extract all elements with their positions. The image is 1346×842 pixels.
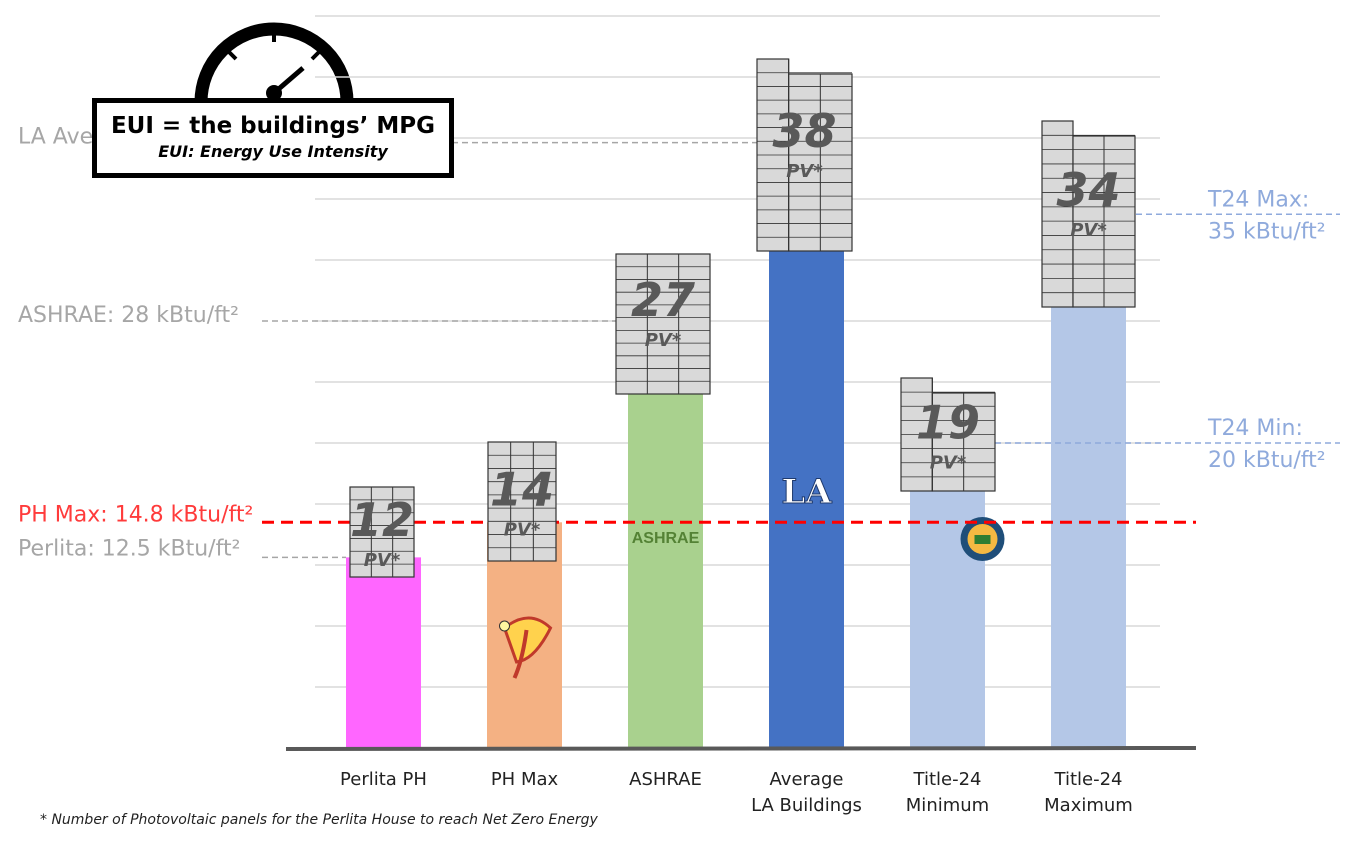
reference-lines: LA Average: 39.7 kBtu/ft²ASHRAE: 28 kBtu… <box>18 125 1340 561</box>
eui-info-title: EUI = the buildings’ MPG <box>110 113 436 139</box>
category-label: Title-24 <box>1054 769 1123 790</box>
reference-label: T24 Min: <box>1207 416 1303 441</box>
pv-panel-stack: 34 PV* <box>1041 120 1136 308</box>
pv-panel-block <box>1041 120 1074 308</box>
category-label: LA Buildings <box>751 795 862 816</box>
pv-panel-stack: 27 PV* <box>615 253 711 395</box>
bar <box>910 443 985 748</box>
pv-count-label: 27 <box>631 273 695 327</box>
reference-label: 20 kBtu/ft² <box>1208 448 1326 473</box>
category-label: Maximum <box>1044 795 1133 816</box>
category-label: Perlita PH <box>340 769 427 790</box>
category-label: Minimum <box>906 795 989 816</box>
pv-panel-stack: 12 PV* <box>349 486 415 578</box>
pv-unit-label: PV* <box>786 161 823 182</box>
pv-count-label: 19 <box>916 396 980 450</box>
reference-label: Perlita: 12.5 kBtu/ft² <box>18 536 240 561</box>
bars: ASHRAE LA <box>346 142 1126 748</box>
pv-panel-stack: 14 PV* <box>487 441 557 562</box>
pv-panel-stack: 19 PV* <box>900 377 996 492</box>
pv-unit-label: PV* <box>364 550 401 571</box>
eui-info-subtitle: EUI: Energy Use Intensity <box>158 142 388 161</box>
passive-house-logo-dot <box>499 620 510 632</box>
passive-house-logo-leaf <box>502 616 553 664</box>
category-label: Average <box>770 769 844 790</box>
pv-unit-label: PV* <box>645 330 682 351</box>
reference-label: PH Max: 14.8 kBtu/ft² <box>18 502 253 527</box>
category-label: Title-24 <box>913 769 982 790</box>
passive-house-logo <box>499 616 553 679</box>
pv-unit-label: PV* <box>930 453 967 474</box>
pv-unit-label: PV* <box>504 520 541 541</box>
reference-label: 35 kBtu/ft² <box>1208 219 1326 244</box>
energy-commission-seal <box>960 517 1005 561</box>
pv-count-label: 12 <box>350 493 414 547</box>
reference-label: ASHRAE: 28 kBtu/ft² <box>18 303 239 328</box>
reference-label: T24 Max: <box>1207 187 1309 212</box>
eui-info-box: EUI = the buildings’ MPG EUI: Energy Use… <box>92 98 454 178</box>
la-logo: LA <box>781 472 832 512</box>
x-axis <box>285 746 1197 751</box>
pv-panel-block <box>487 441 557 562</box>
category-label: ASHRAE <box>629 769 702 790</box>
seal-hills <box>974 535 991 544</box>
passive-house-logo-stem <box>512 629 529 679</box>
pv-panel-block <box>349 486 415 578</box>
pv-panels: 12 PV* 14 PV* 27 PV* 38 PV* 19 PV* 34 PV* <box>349 58 1136 578</box>
ashrae-logo: ASHRAE <box>632 530 700 547</box>
category-labels: Perlita PH PH Max ASHRAE Average LA Building… <box>340 769 1133 816</box>
pv-unit-label: PV* <box>1070 220 1107 241</box>
pv-count-label: 38 <box>772 104 836 158</box>
pv-count-label: 34 <box>1056 163 1120 217</box>
category-label: PH Max <box>491 769 559 790</box>
speedometer-icon <box>194 22 354 103</box>
pv-panel-block <box>615 253 711 395</box>
pv-count-label: 14 <box>490 463 554 517</box>
pv-panel-stack: 38 PV* <box>756 58 853 252</box>
footnote: * Number of Photovoltaic panels for the … <box>40 812 598 828</box>
bar <box>346 557 421 748</box>
